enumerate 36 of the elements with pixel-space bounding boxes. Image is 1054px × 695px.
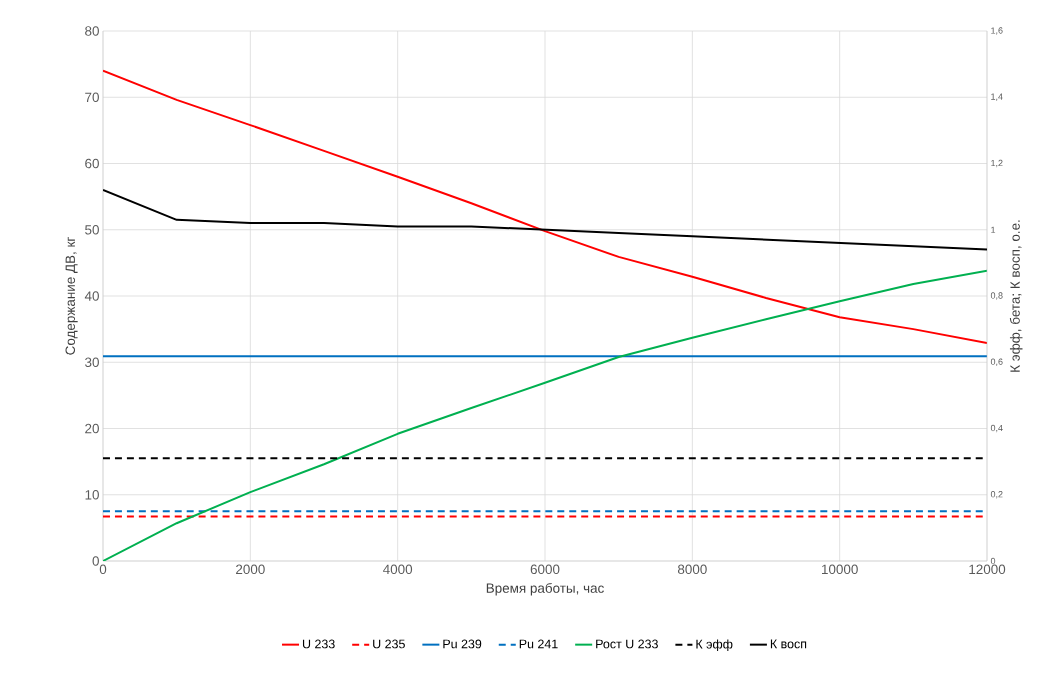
x-axis-title: Время работы, час: [486, 582, 604, 596]
y2-tick-label: 0,6: [990, 358, 1003, 366]
y2-axis-title: К эфф, бета; К восп, о.е.: [1009, 220, 1023, 372]
y2-tick-label: 0,8: [990, 292, 1003, 300]
y-tick-label: 60: [85, 158, 99, 169]
legend-label: Рост U 233: [596, 639, 658, 649]
legend-label: Pu 241: [519, 639, 558, 649]
y2-tick-label: 0: [990, 557, 996, 565]
x-tick-label: 0: [99, 564, 107, 575]
y-tick-label: 30: [85, 357, 99, 367]
legend-label: К восп: [770, 639, 807, 649]
x-tick-label: 8000: [677, 564, 707, 575]
y-tick-label: 20: [85, 423, 99, 434]
legend-label: К эфф: [696, 639, 733, 651]
y-tick-label: 10: [85, 489, 99, 500]
legend-label: U 233: [302, 639, 335, 649]
y-tick-label: 50: [85, 224, 99, 235]
legend-label: U 235: [373, 639, 405, 649]
x-tick-label: 10000: [822, 564, 858, 575]
y2-tick-label: 1,4: [991, 93, 1003, 101]
y-tick-label: 70: [85, 92, 99, 102]
x-tick-label: 4000: [383, 564, 413, 575]
y2-tick-label: 0,4: [990, 424, 1003, 433]
y2-tick-label: 1: [991, 226, 996, 233]
y2-tick-label: 1,2: [991, 159, 1003, 168]
x-tick-label: 12000: [969, 564, 1006, 575]
y-axis-title: Содержание ДВ, кг: [65, 237, 78, 355]
y2-tick-label: 0,2: [990, 491, 1003, 499]
x-tick-label: 2000: [236, 564, 265, 575]
x-tick-label: 6000: [530, 564, 560, 575]
legend-label: Pu 239: [443, 639, 482, 649]
y-tick-label: 80: [85, 26, 99, 36]
line-series: [103, 69, 988, 345]
y2-tick-label: 1,6: [991, 27, 1003, 35]
y-tick-label: 0: [92, 556, 99, 566]
y-tick-label: 40: [84, 291, 99, 301]
